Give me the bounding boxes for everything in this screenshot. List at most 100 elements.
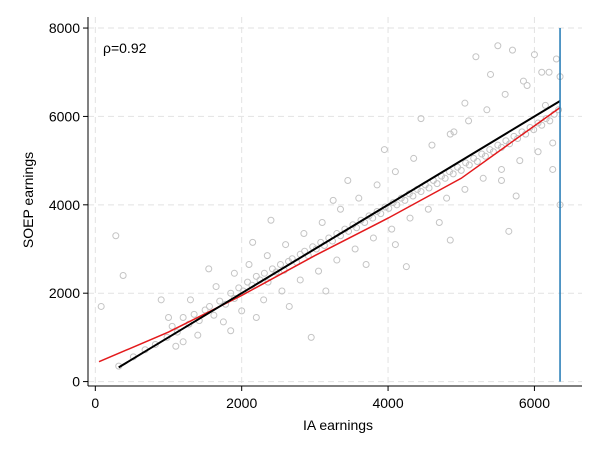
scatter-point — [244, 278, 252, 286]
scatter-point — [300, 230, 308, 238]
scatter-point — [380, 146, 388, 154]
x-axis-label: IA earnings — [303, 417, 373, 433]
scatter-point — [373, 181, 381, 189]
scatter-point — [205, 265, 213, 273]
scatter-point — [373, 207, 381, 215]
scatter-point — [461, 185, 469, 193]
scatter-point — [541, 101, 549, 109]
scatter-point — [555, 106, 563, 114]
scatter-point — [409, 192, 417, 200]
scatter-point — [173, 328, 181, 336]
scatter-point — [210, 311, 218, 319]
scatter-point — [168, 322, 176, 330]
scatter-point — [465, 161, 473, 169]
scatter-point — [165, 314, 173, 322]
scatter-point — [216, 297, 224, 305]
y-tick-label: 6000 — [49, 108, 80, 124]
scatter-point — [391, 241, 399, 249]
scatter-point — [112, 232, 120, 240]
scatter-point — [235, 284, 243, 292]
scatter-point — [424, 205, 432, 213]
scatter-point — [546, 117, 554, 125]
scatter-point — [457, 166, 465, 174]
scatter-point — [336, 205, 344, 213]
scatter-point — [441, 174, 449, 182]
scatter-point — [428, 141, 436, 149]
y-tick-label: 0 — [72, 374, 80, 390]
gridlines — [88, 17, 582, 386]
scatter-point — [190, 310, 198, 318]
scatter-point — [329, 196, 337, 204]
scatter-point — [278, 287, 286, 295]
scatter-point — [523, 81, 531, 89]
scatter-point — [205, 302, 213, 310]
scatter-point — [501, 90, 509, 98]
scatter-point — [238, 307, 246, 315]
scatter-point — [497, 177, 505, 185]
y-axis-label: SOEP earnings — [20, 152, 36, 248]
scatter-point — [530, 51, 538, 59]
scatter-point — [506, 140, 514, 148]
x-tick-label: 4000 — [372, 395, 403, 411]
scatter-point — [417, 188, 425, 196]
x-tick-label: 2000 — [226, 395, 257, 411]
scatter-point — [505, 227, 513, 235]
scatter-point — [542, 115, 550, 123]
scatter-point — [545, 68, 553, 76]
red-fit-line — [98, 106, 561, 363]
scatter-point — [417, 115, 425, 123]
scatter-point — [425, 184, 433, 192]
axes — [83, 17, 582, 391]
y-tick-label: 2000 — [49, 285, 80, 301]
scatter-point — [401, 196, 409, 204]
scatter-point — [552, 55, 560, 63]
scatter-point — [473, 158, 481, 166]
scatter-point — [230, 269, 238, 277]
scatter-point — [461, 99, 469, 107]
scatter-point — [549, 165, 557, 173]
scatter-point — [260, 296, 268, 304]
scatter-point — [377, 210, 385, 218]
scatter-point — [186, 296, 194, 304]
scatter-point — [267, 216, 275, 224]
scatter-point — [508, 46, 516, 54]
scatter-point — [260, 269, 268, 277]
scatter-point — [446, 236, 454, 244]
scatter-point — [510, 132, 518, 140]
scatter-point — [355, 194, 363, 202]
scatter-point — [494, 141, 502, 149]
scatter-point — [172, 342, 180, 350]
scatter-points — [97, 42, 564, 370]
scatter-point — [449, 170, 457, 178]
scatter-point — [494, 42, 502, 50]
scatter-point — [465, 117, 473, 125]
scatter-point — [322, 287, 330, 295]
scatter-point — [249, 238, 257, 246]
scatter-point — [483, 106, 491, 114]
scatter-point — [252, 314, 260, 322]
x-tick-label: 6000 — [519, 395, 550, 411]
scatter-point — [315, 267, 323, 275]
scatter-point — [393, 201, 401, 209]
scatter-point — [478, 150, 486, 158]
scatter-point — [406, 214, 414, 222]
scatter-point — [450, 128, 458, 136]
scatter-point — [435, 218, 443, 226]
scatter-point — [307, 333, 315, 341]
scatter-point — [538, 121, 546, 129]
scatter-point — [296, 276, 304, 284]
scatter-point — [391, 168, 399, 176]
scatter-point — [263, 252, 271, 260]
scatter-point — [227, 289, 235, 297]
scatter-point — [514, 135, 522, 143]
scatter-point — [219, 318, 227, 326]
scatter-point — [369, 234, 377, 242]
scatter-point — [446, 130, 454, 138]
scatter-point — [245, 260, 253, 268]
scatter-point — [443, 194, 451, 202]
scatter-point — [462, 159, 470, 167]
y-tick-label: 8000 — [49, 20, 80, 36]
scatter-point — [97, 302, 105, 310]
scatter-point — [276, 260, 284, 268]
